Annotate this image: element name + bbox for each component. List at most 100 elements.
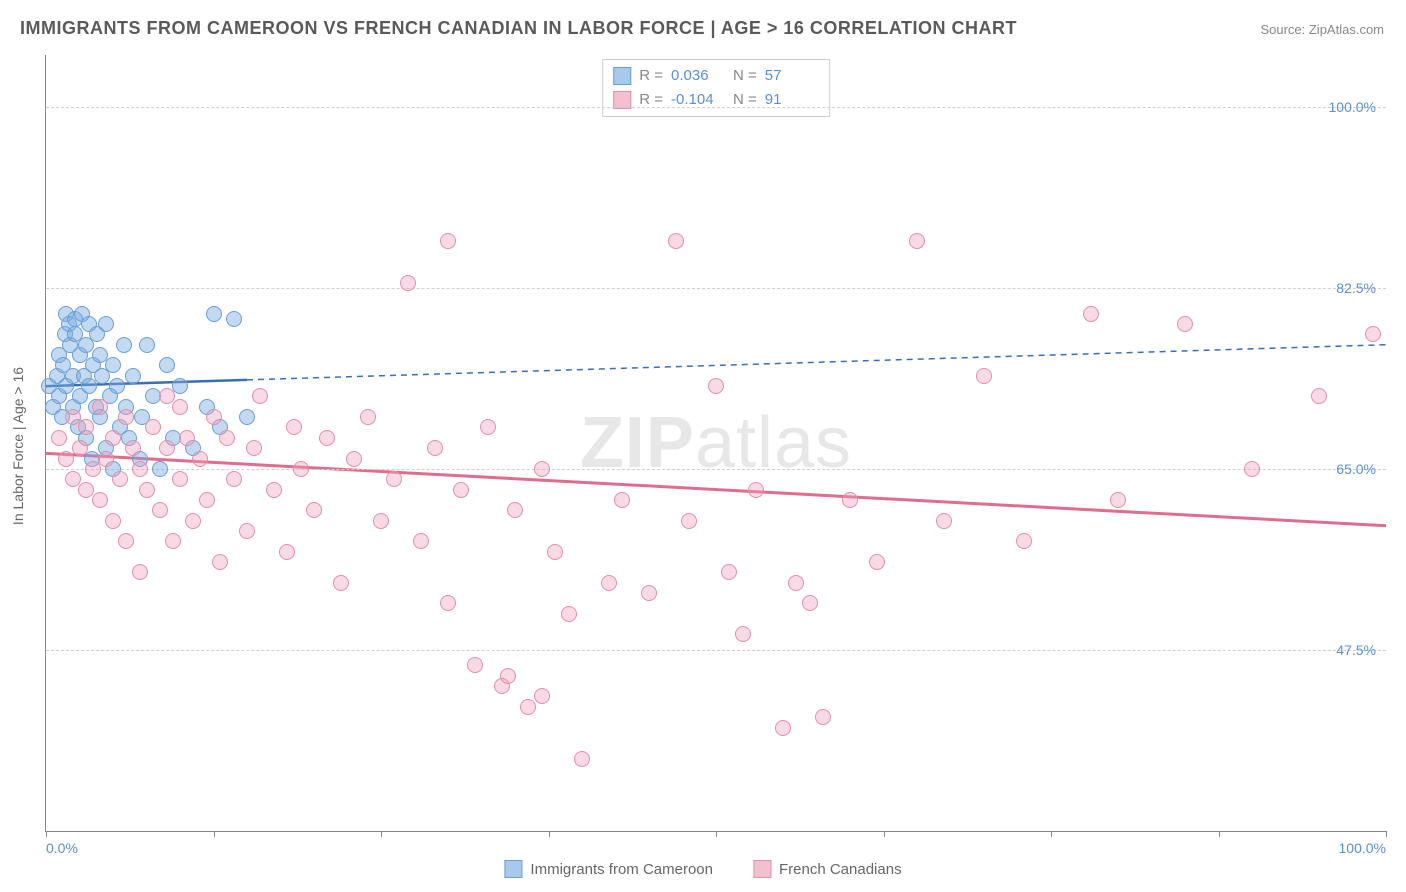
y-tick-label: 47.5% [1336, 642, 1376, 658]
data-point-french_canadians [413, 533, 429, 549]
data-point-french_canadians [125, 440, 141, 456]
data-point-french_canadians [708, 378, 724, 394]
data-point-cameroon [159, 357, 175, 373]
data-point-french_canadians [815, 709, 831, 725]
data-point-french_canadians [1110, 492, 1126, 508]
y-tick-label: 82.5% [1336, 280, 1376, 296]
r-value-french: -0.104 [671, 88, 725, 112]
data-point-french_canadians [936, 513, 952, 529]
data-point-french_canadians [92, 399, 108, 415]
data-point-french_canadians [199, 492, 215, 508]
data-point-french_canadians [601, 575, 617, 591]
x-tick-mark [46, 831, 47, 837]
x-tick-label: 100.0% [1339, 840, 1386, 856]
x-tick-mark [716, 831, 717, 837]
data-point-french_canadians [440, 233, 456, 249]
data-point-french_canadians [78, 419, 94, 435]
data-point-cameroon [172, 378, 188, 394]
x-tick-mark [1219, 831, 1220, 837]
data-point-french_canadians [246, 440, 262, 456]
x-tick-mark [1051, 831, 1052, 837]
data-point-french_canadians [139, 482, 155, 498]
data-point-french_canadians [1016, 533, 1032, 549]
data-point-french_canadians [574, 751, 590, 767]
y-tick-label: 65.0% [1336, 461, 1376, 477]
x-tick-mark [381, 831, 382, 837]
data-point-cameroon [226, 311, 242, 327]
stats-row-french: R = -0.104 N = 91 [613, 88, 819, 112]
data-point-french_canadians [192, 451, 208, 467]
data-point-french_canadians [440, 595, 456, 611]
data-point-french_canadians [333, 575, 349, 591]
gridline [46, 107, 1386, 108]
data-point-french_canadians [132, 461, 148, 477]
swatch-cameroon [613, 67, 631, 85]
data-point-french_canadians [360, 409, 376, 425]
data-point-french_canadians [735, 626, 751, 642]
data-point-french_canadians [641, 585, 657, 601]
watermark: ZIPatlas [580, 402, 852, 484]
data-point-french_canadians [788, 575, 804, 591]
data-point-cameroon [98, 316, 114, 332]
data-point-french_canadians [520, 699, 536, 715]
data-point-french_canadians [58, 451, 74, 467]
data-point-cameroon [81, 378, 97, 394]
x-tick-mark [884, 831, 885, 837]
x-tick-mark [1386, 831, 1387, 837]
data-point-french_canadians [1244, 461, 1260, 477]
data-point-cameroon [109, 378, 125, 394]
data-point-french_canadians [105, 430, 121, 446]
data-point-french_canadians [105, 513, 121, 529]
data-point-french_canadians [869, 554, 885, 570]
x-tick-mark [214, 831, 215, 837]
data-point-french_canadians [453, 482, 469, 498]
data-point-french_canadians [346, 451, 362, 467]
data-point-french_canadians [748, 482, 764, 498]
data-point-cameroon [116, 337, 132, 353]
source-label: Source: ZipAtlas.com [1260, 22, 1384, 37]
data-point-french_canadians [1311, 388, 1327, 404]
data-point-cameroon [105, 357, 121, 373]
data-point-french_canadians [226, 471, 242, 487]
data-point-french_canadians [286, 419, 302, 435]
data-point-french_canadians [145, 419, 161, 435]
data-point-french_canadians [179, 430, 195, 446]
data-point-french_canadians [614, 492, 630, 508]
gridline [46, 469, 1386, 470]
stats-row-cameroon: R = 0.036 N = 57 [613, 64, 819, 88]
data-point-french_canadians [165, 533, 181, 549]
data-point-french_canadians [239, 523, 255, 539]
data-point-french_canadians [132, 564, 148, 580]
x-tick-mark [549, 831, 550, 837]
chart-container: IMMIGRANTS FROM CAMEROON VS FRENCH CANAD… [0, 0, 1406, 892]
data-point-french_canadians [976, 368, 992, 384]
gridline [46, 288, 1386, 289]
y-axis-label: In Labor Force | Age > 16 [10, 367, 26, 525]
swatch-french-icon [753, 860, 771, 878]
data-point-french_canadians [159, 440, 175, 456]
n-value-cameroon: 57 [765, 64, 819, 88]
legend-label-cameroon: Immigrants from Cameroon [530, 861, 713, 878]
n-value-french: 91 [765, 88, 819, 112]
data-point-french_canadians [681, 513, 697, 529]
data-point-french_canadians [219, 430, 235, 446]
data-point-french_canadians [721, 564, 737, 580]
data-point-french_canadians [212, 554, 228, 570]
data-point-french_canadians [400, 275, 416, 291]
y-tick-label: 100.0% [1329, 99, 1376, 115]
data-point-french_canadians [279, 544, 295, 560]
data-point-french_canadians [185, 513, 201, 529]
data-point-french_canadians [1083, 306, 1099, 322]
data-point-french_canadians [373, 513, 389, 529]
data-point-french_canadians [72, 440, 88, 456]
data-point-french_canadians [909, 233, 925, 249]
data-point-french_canadians [252, 388, 268, 404]
r-value-cameroon: 0.036 [671, 64, 725, 88]
data-point-french_canadians [172, 399, 188, 415]
data-point-french_canadians [775, 720, 791, 736]
data-point-cameroon [152, 461, 168, 477]
plot-area: ZIPatlas R = 0.036 N = 57 R = -0.104 N =… [45, 55, 1386, 832]
data-point-french_canadians [92, 492, 108, 508]
data-point-cameroon [139, 337, 155, 353]
data-point-french_canadians [1365, 326, 1381, 342]
